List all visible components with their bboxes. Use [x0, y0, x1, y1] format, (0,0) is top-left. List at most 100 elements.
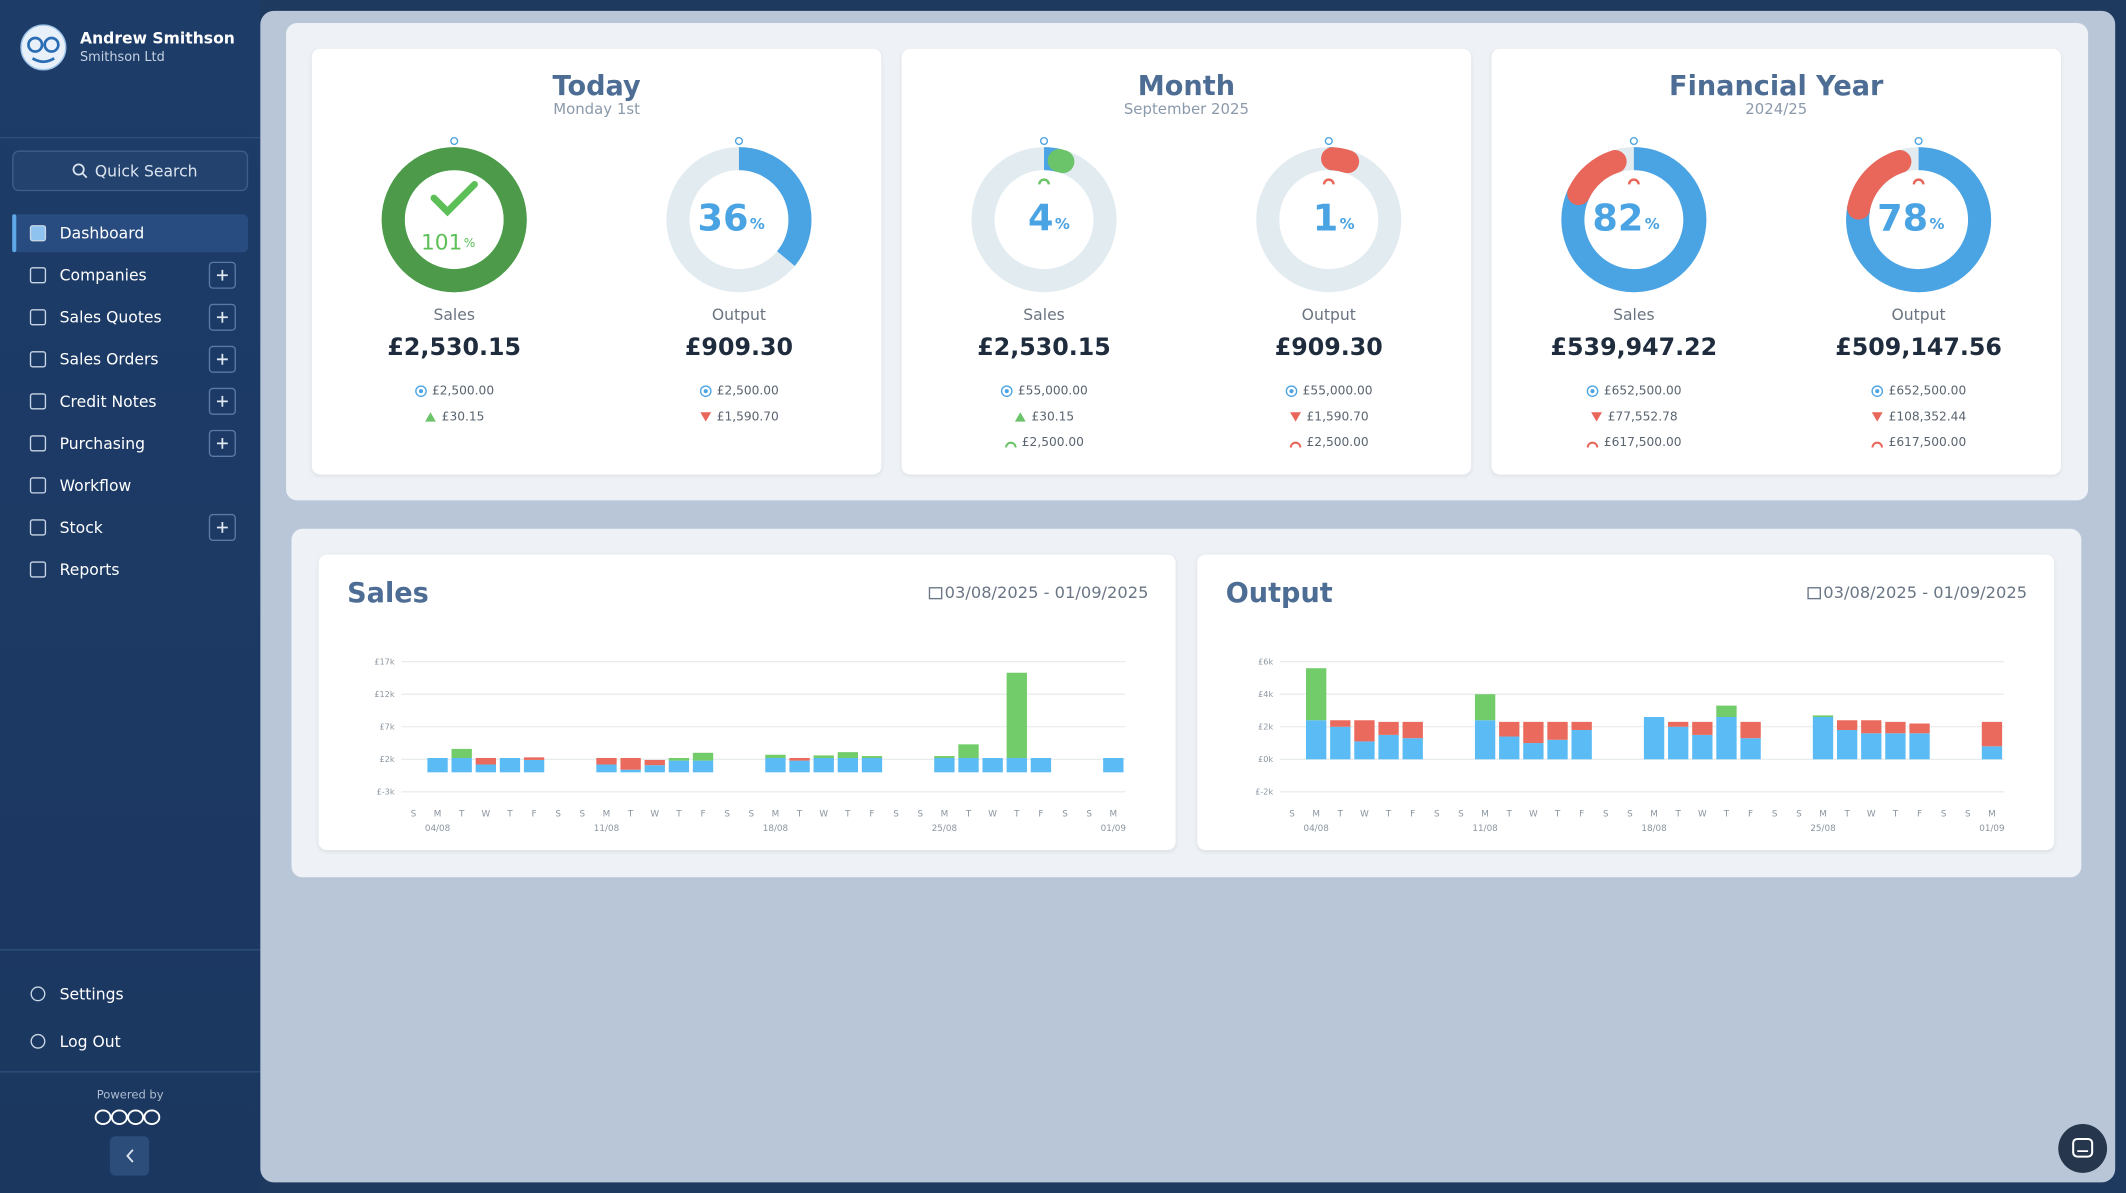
add-button[interactable]: [208, 345, 236, 373]
calendar-icon: [928, 587, 943, 600]
chevron: [126, 1149, 134, 1163]
x-tick-label: M: [1650, 809, 1658, 819]
x-tick-label: W: [1698, 809, 1707, 819]
nav-icon-shape: [29, 477, 47, 494]
calendar: [928, 587, 943, 600]
bar-segment: [451, 748, 472, 759]
nav-icon: [30, 1033, 46, 1049]
bar-segment: [620, 769, 641, 773]
x-tick-label: T: [675, 809, 682, 819]
bar-segment: [692, 760, 714, 773]
date-range[interactable]: 03/08/2025 - 01/09/2025: [1823, 583, 2028, 603]
add-button[interactable]: [208, 303, 236, 331]
bar-segment: [1006, 672, 1027, 759]
icon: [1285, 385, 1297, 398]
nav-item[interactable]: Sales Quotes: [12, 298, 248, 336]
nav-item[interactable]: Reports: [12, 550, 248, 588]
y-tick-label: £-3k: [377, 787, 395, 797]
bar-segment: [1812, 716, 1834, 760]
add-button[interactable]: [208, 261, 236, 289]
search-glass: [72, 163, 85, 176]
add-button[interactable]: [208, 387, 236, 415]
logo-shape: [110, 1109, 128, 1125]
metric-pace: £2,500.00: [1021, 436, 1084, 451]
bar-segment: [1030, 758, 1052, 773]
nav-item[interactable]: Dashboard: [12, 214, 249, 253]
bar-segment: [475, 764, 496, 773]
x-tick-label: T: [1013, 809, 1020, 819]
gauge-unit: %: [749, 215, 765, 234]
chat-button[interactable]: [2058, 1124, 2108, 1173]
plus-icon: [216, 522, 228, 533]
icon: [1586, 441, 1599, 448]
icon: [1289, 389, 1294, 394]
bar-segment: [1006, 758, 1027, 773]
y-tick-label: £17k: [374, 656, 395, 666]
footer-nav-item[interactable]: Log Out: [12, 1022, 248, 1060]
nav-icon-shape: [29, 267, 47, 284]
bar-segment: [813, 758, 834, 773]
bar-segment: [475, 758, 496, 765]
icon: [1590, 389, 1595, 394]
bar-segment: [1378, 721, 1399, 735]
icon: [1014, 412, 1026, 422]
nav-icon: [30, 986, 46, 1002]
add-button[interactable]: [208, 429, 236, 457]
card-title: Financial Year: [1669, 69, 1884, 102]
nav-item[interactable]: Workflow: [12, 466, 248, 504]
pace-icon: [1871, 441, 1883, 448]
gauge-label: Output: [1301, 305, 1356, 325]
bar-segment: [1571, 730, 1592, 760]
bar-segment: [765, 754, 786, 759]
collapse-button[interactable]: [109, 1136, 150, 1176]
user-name: Andrew Smithson: [79, 28, 235, 48]
x-tick-label: M: [1312, 809, 1320, 819]
bar-segment: [813, 755, 834, 759]
x-tick-label: S: [555, 809, 561, 819]
nav-icon-shape: [29, 393, 47, 410]
nav-label: Companies: [59, 265, 147, 285]
gauge: [666, 136, 812, 293]
bar-segment: [523, 757, 545, 760]
summary-card: Financial Year 2024/25 82% Sales £539,947.22…: [1491, 48, 2061, 475]
pace-icon: [1322, 178, 1335, 185]
logo: [94, 1109, 161, 1125]
card-subtitle: September 2025: [1123, 100, 1249, 118]
date-range[interactable]: 03/08/2025 - 01/09/2025: [944, 583, 1149, 603]
footer-nav-item[interactable]: Settings: [12, 975, 248, 1013]
nav-item[interactable]: Companies: [12, 256, 248, 294]
bar-segment: [596, 764, 617, 773]
x-tick-label: S: [1627, 809, 1633, 819]
x-tick-label: F: [1410, 809, 1415, 819]
gauge-unit: %: [1054, 215, 1070, 234]
icon: [1000, 385, 1013, 398]
metric-row: £2,500.00: [346, 385, 563, 401]
nav-item[interactable]: Purchasing: [12, 424, 248, 462]
metric-target: £55,000.00: [1302, 385, 1373, 399]
bar-segment: [1547, 739, 1568, 760]
add-button[interactable]: [208, 513, 236, 542]
metric-target: £652,500.00: [1888, 385, 1967, 399]
nav-item[interactable]: Credit Notes: [12, 382, 248, 420]
gauge-label: Output: [1891, 305, 1946, 325]
x-tick-label: F: [532, 809, 537, 819]
nav-item[interactable]: Sales Orders: [12, 340, 248, 378]
gauge: [971, 136, 1117, 293]
gauge-track: [971, 147, 1117, 293]
search-label: Quick Search: [94, 161, 198, 181]
x-tick-label: S: [1941, 809, 1947, 819]
bar-segment: [596, 758, 617, 765]
bar-segment: [644, 759, 665, 766]
logo-shape: [94, 1109, 112, 1125]
quick-search[interactable]: Quick Search: [12, 150, 249, 192]
bar-segment: [982, 758, 1003, 773]
pace-icon: [1627, 178, 1640, 185]
icon: [1004, 441, 1017, 448]
x-tick-label: T: [1723, 809, 1730, 819]
x-date-label: 04/08: [1303, 824, 1328, 834]
divider: [0, 136, 261, 139]
x-tick-label: W: [481, 809, 490, 819]
bar-segment: [668, 760, 690, 773]
nav-item[interactable]: Stock: [12, 508, 248, 546]
